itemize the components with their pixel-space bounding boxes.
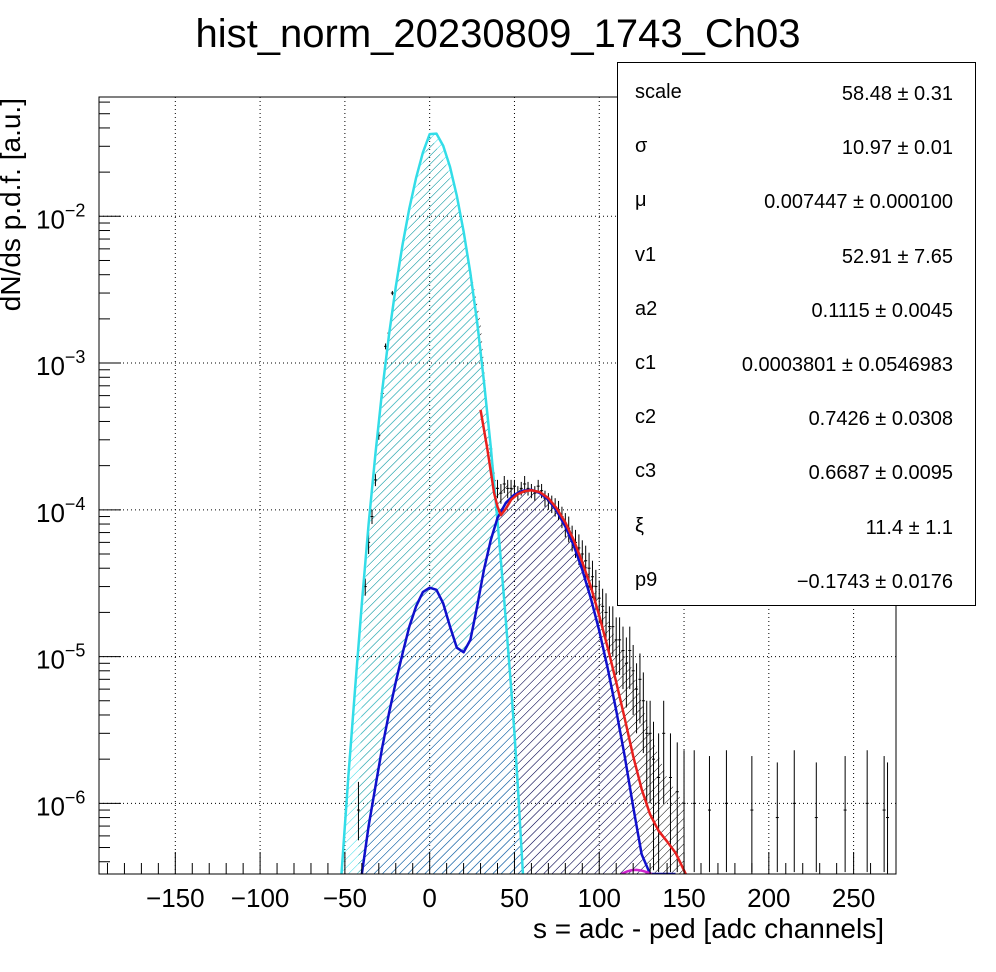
- fit-parameter-row: v1 52.91 ± 7.65: [618, 228, 975, 282]
- y-tick-labels: 10−610−510−410−310−2: [36, 200, 85, 821]
- fit-parameter-value: 58.48 ± 0.31: [841, 83, 953, 105]
- fit-parameter-value: 0.6687 ± 0.0095: [808, 462, 953, 485]
- y-tick-mantissa: 10: [36, 645, 65, 675]
- fit-parameter-value: 0.1115 ± 0.0045: [811, 299, 953, 322]
- fit-parameter-value: 10.97 ± 0.01: [841, 137, 953, 160]
- fit-parameter-name: ξ: [635, 514, 644, 537]
- fit-parameter-name: a2: [635, 297, 658, 320]
- fit-parameter-row: c3 0.6687 ± 0.0095: [618, 444, 975, 498]
- fit-parameter-row: c1 0.0003801 ± 0.0546983: [618, 336, 975, 390]
- x-tick-labels: −150 −100 −50 0 50 100 150 200 250: [146, 883, 875, 913]
- fit-parameter-value: 0.7426 ± 0.0308: [808, 408, 953, 431]
- fit-parameter-row: μ 0.007447 ± 0.000100: [618, 173, 975, 227]
- pedestal-component-curve: [340, 132, 525, 874]
- y-tick-mantissa: 10: [36, 204, 65, 234]
- fit-parameter-row: c2 0.7426 ± 0.0308: [618, 390, 975, 444]
- x-tick-label: −100: [231, 883, 290, 913]
- fit-parameter-name: σ: [635, 135, 648, 158]
- component-fills: [341, 133, 685, 874]
- y-tick-label: 10−2: [36, 200, 85, 234]
- fit-parameter-value: −0.1743 ± 0.0176: [796, 570, 953, 593]
- x-tick-label: 50: [500, 883, 529, 913]
- axis-ticks: [99, 101, 889, 874]
- signal-component-curve: [360, 488, 676, 874]
- fit-parameters-box: scale 58.48 ± 0.31 σ 10.97 ± 0.01 μ 0.007447 …: [617, 62, 976, 606]
- fit-parameter-value: 0.007447 ± 0.000100: [764, 191, 953, 214]
- x-tick-label: 200: [747, 883, 790, 913]
- fit-parameter-row: σ 10.97 ± 0.01: [618, 119, 975, 173]
- fit-parameter-name: c3: [635, 460, 657, 483]
- fit-parameter-name: c1: [635, 352, 657, 374]
- y-tick-label: 10−6: [36, 787, 85, 821]
- y-tick-label: 10−3: [36, 347, 85, 381]
- y-tick-mantissa: 10: [36, 791, 65, 821]
- fit-parameter-row: p9 −0.1743 ± 0.0176: [618, 553, 975, 607]
- x-tick-label: 250: [832, 883, 875, 913]
- minor-component-curve: [620, 868, 653, 874]
- fit-parameter-name: scale: [635, 81, 682, 103]
- fit-parameter-value: 52.91 ± 7.65: [841, 245, 953, 268]
- signal-component-fill: [361, 489, 676, 874]
- y-tick-exponent: −3: [65, 347, 86, 367]
- y-tick-mantissa: 10: [36, 351, 65, 381]
- y-axis-title: dN/ds p.d.f. [a.u.]: [0, 98, 26, 311]
- fit-parameter-name: μ: [635, 189, 647, 212]
- x-tick-label: 100: [578, 883, 621, 913]
- y-tick-exponent: −4: [65, 494, 86, 514]
- fit-parameter-value: 11.4 ± 1.1: [865, 516, 953, 539]
- y-tick-label: 10−4: [36, 494, 85, 528]
- x-tick-label: −50: [323, 883, 367, 913]
- y-tick-mantissa: 10: [36, 498, 65, 528]
- chart-title: hist_norm_20230809_1743_Ch03: [196, 12, 801, 56]
- fit-parameter-row: a2 0.1115 ± 0.0045: [618, 282, 975, 336]
- x-axis-title: s = adc - ped [adc channels]: [533, 913, 884, 944]
- fit-curves: [340, 132, 687, 874]
- y-tick-exponent: −5: [65, 641, 86, 661]
- y-tick-label: 10−5: [36, 641, 85, 675]
- fit-parameter-name: v1: [635, 243, 657, 266]
- y-tick-exponent: −6: [65, 787, 86, 807]
- x-tick-label: 150: [662, 883, 705, 913]
- x-tick-label: −150: [146, 883, 205, 913]
- y-tick-exponent: −2: [65, 200, 86, 220]
- fit-parameter-name: c2: [635, 406, 657, 429]
- fit-parameter-row: ξ 11.4 ± 1.1: [618, 499, 975, 553]
- x-tick-label: 0: [422, 883, 436, 913]
- fit-parameter-name: p9: [635, 568, 658, 591]
- total-fit-curve: [479, 409, 687, 874]
- fit-parameter-row: scale 58.48 ± 0.31: [618, 65, 975, 119]
- fit-parameter-value: 0.0003801 ± 0.0546983: [741, 354, 953, 376]
